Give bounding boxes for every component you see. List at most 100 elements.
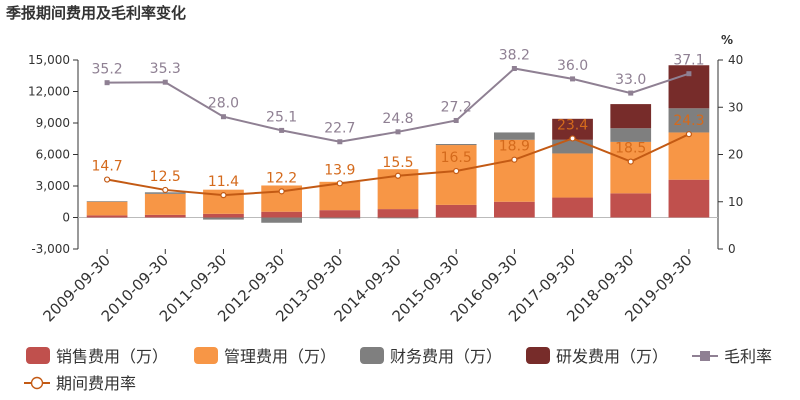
- legend-label: 毛利率: [724, 347, 772, 366]
- line-marker: [104, 80, 110, 86]
- data-label: 36.0: [557, 58, 588, 74]
- chart-title: 季报期间费用及毛利率变化: [6, 4, 187, 22]
- data-label: 13.9: [324, 162, 355, 178]
- bar: [319, 210, 361, 218]
- data-label: 28.0: [208, 96, 239, 112]
- bar: [86, 201, 128, 216]
- line-marker: [570, 76, 576, 82]
- bar: [319, 181, 361, 211]
- data-labels: 35.2 35.3 28.0 25.1 22.7 24.8 27.2 38.2 36.0 33.0…: [92, 48, 705, 191]
- data-label: 15.5: [382, 155, 413, 171]
- data-label: 22.7: [324, 121, 355, 137]
- line-marker: [220, 114, 226, 120]
- bar: [435, 145, 477, 205]
- bar: [552, 118, 593, 140]
- data-label: 35.3: [150, 61, 181, 77]
- bar: [552, 139, 593, 154]
- data-label: 38.2: [499, 48, 530, 64]
- data-label: 16.5: [441, 150, 472, 166]
- line-marker: [394, 172, 402, 179]
- y-right-tick-label: 40: [728, 53, 743, 67]
- bar: [668, 132, 710, 180]
- line-marker: [453, 117, 459, 123]
- bar: [319, 217, 361, 219]
- bar: [610, 104, 652, 129]
- line-marker: [162, 79, 168, 85]
- lines: [103, 66, 693, 199]
- data-label: 18.9: [499, 139, 530, 155]
- bar: [668, 108, 710, 133]
- legend-label: 销售费用（万）: [56, 347, 168, 366]
- bar: [552, 153, 593, 198]
- data-label: 12.5: [150, 169, 181, 185]
- data-label: 33.0: [615, 72, 646, 88]
- bar: [610, 141, 652, 194]
- line-marker: [395, 129, 401, 135]
- y-right-unit: %: [721, 33, 733, 47]
- bar: [435, 144, 477, 146]
- legend-marker: [30, 376, 44, 390]
- bar: [610, 193, 652, 218]
- line-marker: [569, 135, 576, 142]
- y-left-tick-label: 15,000: [28, 53, 70, 67]
- line-marker: [220, 192, 227, 199]
- data-label: 24.8: [382, 111, 413, 127]
- line-marker: [103, 176, 111, 183]
- bar: [494, 132, 535, 140]
- bar: [494, 139, 535, 202]
- line-marker: [628, 90, 634, 96]
- y-right-tick-label: 10: [728, 195, 743, 209]
- y-left-tick-label: 6,000: [36, 148, 70, 162]
- bar: [610, 128, 652, 142]
- line-marker: [162, 186, 169, 194]
- data-label: 11.4: [208, 174, 239, 190]
- bar: [668, 179, 710, 218]
- line-marker: [336, 180, 343, 187]
- line-marker: [337, 139, 343, 145]
- bar: [144, 214, 186, 218]
- bar: [261, 211, 302, 218]
- legend-label: 财务费用（万）: [390, 347, 502, 366]
- legend-swatch: [360, 347, 384, 364]
- line-marker: [511, 66, 517, 72]
- bar: [86, 201, 128, 202]
- bar: [144, 193, 186, 215]
- y-right-tick-label: 0: [728, 242, 736, 256]
- line-marker: [511, 156, 518, 163]
- bar: [377, 209, 419, 218]
- y-left-tick-label: 9,000: [36, 116, 70, 130]
- legend-marker: [700, 351, 710, 361]
- data-label: 35.2: [92, 62, 123, 78]
- data-label: 24.3: [673, 113, 704, 129]
- line-marker: [453, 167, 460, 175]
- legend-label: 研发费用（万）: [556, 347, 668, 366]
- bar: [377, 217, 419, 219]
- data-label: 27.2: [441, 99, 472, 115]
- line-marker: [627, 158, 634, 165]
- data-label: 14.7: [92, 159, 123, 175]
- bar: [144, 192, 186, 194]
- bar: [86, 215, 128, 218]
- data-label: 23.4: [557, 117, 588, 133]
- line-marker: [278, 188, 285, 195]
- legend-label: 期间费用率: [56, 374, 136, 393]
- legend-swatch: [194, 347, 218, 364]
- y-right-tick-label: 20: [728, 148, 743, 162]
- data-label: 37.1: [673, 53, 704, 69]
- line-marker: [685, 131, 693, 138]
- data-label: 25.1: [266, 109, 297, 125]
- legend-swatch: [26, 347, 50, 364]
- legend-swatch: [526, 347, 550, 364]
- y-left-tick-label: 3,000: [36, 179, 70, 193]
- bar: [494, 201, 535, 218]
- legend-label: 管理费用（万）: [224, 347, 336, 366]
- line-marker: [279, 127, 285, 133]
- bar: [203, 213, 244, 218]
- bar: [203, 217, 244, 220]
- data-label: 12.2: [266, 170, 297, 186]
- data-label: 18.5: [615, 141, 646, 157]
- line-marker: [686, 71, 692, 77]
- y-right-tick-label: 30: [728, 100, 743, 114]
